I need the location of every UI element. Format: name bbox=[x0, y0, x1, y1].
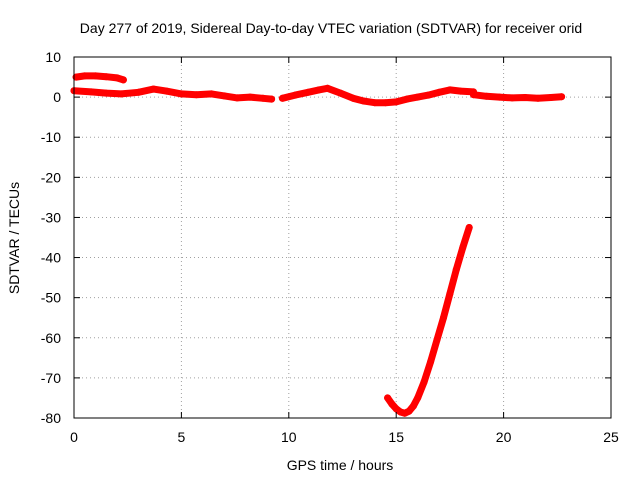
x-tick-label: 5 bbox=[178, 429, 186, 445]
data-point bbox=[452, 266, 460, 274]
y-tick-label: -60 bbox=[41, 330, 61, 346]
data-point bbox=[360, 97, 368, 105]
data-point bbox=[414, 394, 422, 402]
y-tick-label: -20 bbox=[41, 169, 61, 185]
data-point bbox=[81, 72, 89, 80]
data-point bbox=[440, 314, 447, 322]
y-tick-label: -30 bbox=[41, 209, 61, 225]
x-tick-label: 25 bbox=[603, 429, 619, 445]
data-point bbox=[534, 94, 542, 102]
data-point bbox=[446, 290, 454, 298]
plot-frame bbox=[73, 56, 612, 419]
data-point bbox=[113, 74, 121, 82]
data-point bbox=[382, 99, 389, 107]
data-point bbox=[349, 94, 357, 102]
data-point bbox=[117, 90, 125, 98]
chart-title: Day 277 of 2019, Sidereal Day-to-day VTE… bbox=[80, 20, 582, 36]
data-point bbox=[392, 98, 400, 106]
y-tick-label: -40 bbox=[41, 250, 61, 266]
x-axis-label: GPS time / hours bbox=[287, 457, 394, 473]
data-point bbox=[424, 91, 432, 99]
data-point bbox=[482, 92, 490, 100]
data-point bbox=[427, 358, 435, 366]
data-point bbox=[92, 72, 99, 80]
data-point bbox=[87, 88, 95, 96]
data-point bbox=[278, 94, 286, 102]
grid bbox=[74, 57, 611, 418]
axis-ticks: 0 5 10 15 20 25 10 0 -10 -20 -30 -40 -50 -60 -70 -80 bbox=[41, 49, 619, 445]
data-point bbox=[233, 94, 241, 102]
data-point bbox=[435, 88, 443, 96]
y-tick-label: -80 bbox=[41, 410, 61, 426]
series-line-4 bbox=[384, 224, 473, 417]
x-tick-label: 20 bbox=[496, 429, 512, 445]
data-point bbox=[304, 88, 312, 96]
data-point bbox=[403, 95, 411, 103]
data-point bbox=[134, 88, 142, 96]
data-point bbox=[259, 94, 267, 102]
data-point bbox=[521, 94, 529, 101]
data-point bbox=[508, 94, 516, 102]
data-point bbox=[433, 336, 441, 344]
data-point bbox=[457, 87, 465, 95]
data-point bbox=[405, 407, 413, 415]
data-point bbox=[102, 89, 110, 97]
data-point bbox=[208, 90, 215, 98]
data-point bbox=[102, 73, 110, 81]
data-point bbox=[414, 93, 422, 101]
data-point bbox=[162, 87, 170, 95]
data-point bbox=[420, 378, 428, 386]
x-tick-label: 0 bbox=[70, 429, 78, 445]
y-tick-label: 10 bbox=[45, 49, 61, 65]
data-point bbox=[459, 244, 467, 251]
y-tick-label: -70 bbox=[41, 370, 61, 386]
data-point bbox=[446, 86, 454, 94]
data-point bbox=[315, 86, 323, 94]
data-point bbox=[291, 91, 299, 99]
data-point bbox=[119, 76, 127, 84]
data-point bbox=[558, 93, 566, 101]
data-point bbox=[384, 394, 392, 402]
data-point bbox=[150, 85, 157, 93]
x-tick-label: 10 bbox=[281, 429, 297, 445]
data-point bbox=[220, 92, 228, 100]
y-tick-label: -10 bbox=[41, 129, 61, 145]
data-point bbox=[547, 94, 555, 101]
data-point bbox=[495, 93, 503, 101]
data-point bbox=[336, 89, 344, 97]
data-point bbox=[246, 93, 254, 101]
series-group bbox=[70, 72, 566, 417]
y-tick-label: 0 bbox=[53, 89, 61, 105]
data-point bbox=[470, 91, 477, 99]
data-point bbox=[324, 84, 331, 92]
data-point bbox=[177, 90, 185, 98]
data-point bbox=[465, 224, 473, 231]
data-point bbox=[268, 95, 276, 103]
data-point bbox=[371, 99, 379, 107]
y-tick-label: -50 bbox=[41, 290, 61, 306]
y-axis-label: SDTVAR / TECUs bbox=[6, 182, 22, 294]
data-point bbox=[192, 91, 200, 99]
x-tick-label: 15 bbox=[388, 429, 404, 445]
data-point bbox=[388, 400, 396, 408]
data-point bbox=[409, 402, 417, 410]
